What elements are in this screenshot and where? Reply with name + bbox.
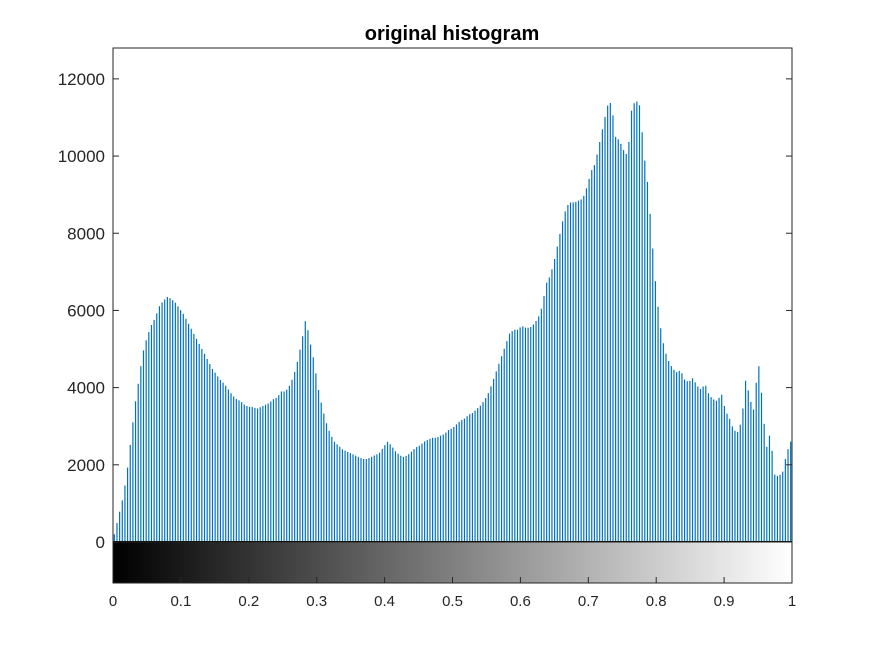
y-tick-label: 12000	[58, 70, 105, 89]
x-axis: 0 0.1 0.2 0.3 0.4 0.5 0.6 0.7 0.8 0.9 1	[109, 577, 796, 610]
y-axis: 0 2000 4000 6000 8000 10000 12000	[58, 70, 792, 552]
y-tick-label: 6000	[67, 301, 105, 320]
y-tick-label: 10000	[58, 147, 105, 166]
x-tick-label: 0.3	[306, 593, 327, 610]
x-tick-label: 0.1	[170, 593, 191, 610]
x-tick-label: 0.8	[646, 593, 667, 610]
x-tick-label: 0.9	[714, 593, 735, 610]
x-tick-label: 0.4	[374, 593, 395, 610]
y-tick-label: 2000	[67, 456, 105, 475]
y-tick-label: 8000	[67, 224, 105, 243]
x-tick-label: 0	[109, 593, 117, 610]
x-tick-label: 0.7	[578, 593, 599, 610]
y-tick-label: 0	[96, 533, 105, 552]
x-tick-label: 0.5	[442, 593, 463, 610]
y-tick-label: 4000	[67, 379, 105, 398]
grayscale-colorbar	[112, 541, 793, 584]
histogram-bars	[113, 101, 792, 542]
x-tick-label: 1	[788, 593, 796, 610]
chart-title: original histogram	[365, 23, 539, 45]
x-tick-label: 0.2	[238, 593, 259, 610]
x-tick-label: 0.6	[510, 593, 531, 610]
